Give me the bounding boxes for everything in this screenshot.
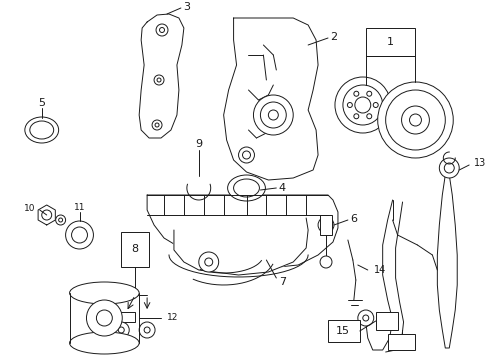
Bar <box>387 334 415 350</box>
Text: 5: 5 <box>38 98 45 108</box>
Circle shape <box>139 322 155 338</box>
Circle shape <box>342 85 382 125</box>
Text: 14: 14 <box>373 265 385 275</box>
Text: 9: 9 <box>195 139 202 149</box>
Circle shape <box>154 75 163 85</box>
Text: 13: 13 <box>473 158 486 168</box>
Circle shape <box>353 114 358 119</box>
Polygon shape <box>223 18 317 180</box>
Circle shape <box>159 27 164 32</box>
Text: 3: 3 <box>183 2 190 12</box>
Circle shape <box>71 227 87 243</box>
Circle shape <box>322 221 329 229</box>
Circle shape <box>156 24 168 36</box>
Bar <box>121 232 149 267</box>
Text: 2: 2 <box>330 32 337 42</box>
Circle shape <box>438 158 458 178</box>
Circle shape <box>317 217 333 233</box>
Text: 1: 1 <box>386 37 393 47</box>
Circle shape <box>152 120 162 130</box>
Circle shape <box>260 102 285 128</box>
Circle shape <box>199 252 218 272</box>
Circle shape <box>238 147 254 163</box>
Circle shape <box>56 215 65 225</box>
Circle shape <box>242 151 250 159</box>
Circle shape <box>377 82 452 158</box>
Circle shape <box>144 327 150 333</box>
Ellipse shape <box>69 282 139 304</box>
Circle shape <box>320 256 331 268</box>
Polygon shape <box>147 195 337 268</box>
Ellipse shape <box>227 175 265 201</box>
Circle shape <box>86 300 122 336</box>
Text: 7: 7 <box>278 277 285 287</box>
Ellipse shape <box>233 179 259 197</box>
Circle shape <box>204 258 212 266</box>
Circle shape <box>253 95 293 135</box>
Circle shape <box>354 97 370 113</box>
Text: 15: 15 <box>335 326 349 336</box>
Circle shape <box>118 327 124 333</box>
Circle shape <box>444 163 453 173</box>
Polygon shape <box>174 218 307 275</box>
Bar <box>327 320 359 342</box>
Bar <box>320 215 331 235</box>
Circle shape <box>357 310 373 326</box>
Bar <box>117 312 135 322</box>
Circle shape <box>366 91 371 96</box>
Circle shape <box>385 90 445 150</box>
Circle shape <box>408 114 421 126</box>
Text: 10: 10 <box>24 203 36 212</box>
Circle shape <box>65 221 93 249</box>
Polygon shape <box>139 14 183 138</box>
Text: 12: 12 <box>166 314 178 323</box>
Circle shape <box>334 77 390 133</box>
Circle shape <box>401 106 428 134</box>
Circle shape <box>59 218 62 222</box>
Circle shape <box>96 310 112 326</box>
Bar <box>365 28 415 56</box>
Circle shape <box>268 110 278 120</box>
Circle shape <box>372 103 377 108</box>
Circle shape <box>157 78 161 82</box>
Circle shape <box>41 210 52 220</box>
Ellipse shape <box>30 121 54 139</box>
Polygon shape <box>436 175 456 348</box>
Circle shape <box>346 103 352 108</box>
Circle shape <box>155 123 159 127</box>
Text: 8: 8 <box>131 244 139 254</box>
Text: 6: 6 <box>349 214 357 224</box>
Circle shape <box>366 114 371 119</box>
Ellipse shape <box>25 117 59 143</box>
Circle shape <box>362 315 368 321</box>
Bar <box>375 312 397 330</box>
Ellipse shape <box>69 332 139 354</box>
Circle shape <box>113 322 129 338</box>
Circle shape <box>353 91 358 96</box>
Polygon shape <box>38 205 55 225</box>
Text: 4: 4 <box>278 183 285 193</box>
Text: 11: 11 <box>74 202 85 212</box>
